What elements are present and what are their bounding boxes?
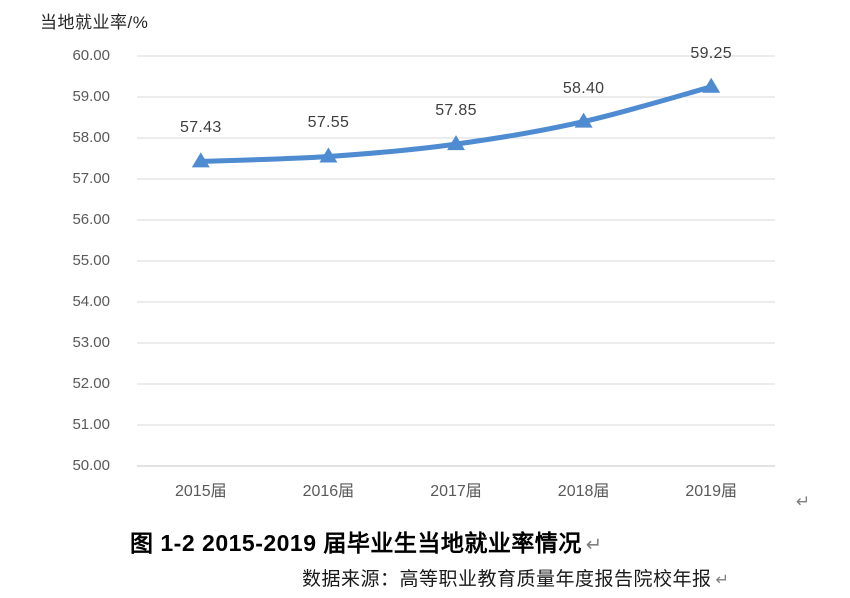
y-tick-label: 54.00 [72,293,110,310]
figure-caption-text: 图 1-2 2015-2019 届毕业生当地就业率情况 [130,530,582,556]
line-chart [137,55,775,467]
paragraph-mark-icon: ↵ [585,533,603,556]
paragraph-mark-icon: ↵ [715,570,730,589]
data-label: 57.43 [180,119,222,137]
data-source-note: 数据来源：高等职业教育质量年度报告院校年报 ↵ [302,564,730,591]
y-tick-label: 57.00 [72,170,110,187]
x-tick-label: 2018届 [557,483,610,500]
x-tick-label: 2017届 [430,483,482,500]
series-line [198,84,714,164]
y-axis-title: 当地就业率/% [40,13,149,32]
data-label: 57.85 [435,102,477,120]
figure-caption: 图 1-2 2015-2019 届毕业生当地就业率情况 ↵ [130,524,603,558]
y-tick-label: 58.00 [72,129,110,146]
paragraph-mark-icon: ↵ [796,492,811,512]
x-tick-label: 2015届 [174,483,227,500]
triangle-marker-icon [447,135,465,151]
y-tick-label: 56.00 [72,211,110,228]
data-label: 59.25 [690,44,732,62]
triangle-marker-icon [574,112,593,128]
triangle-marker-icon [319,147,338,163]
triangle-marker-icon [702,77,721,93]
y-tick-label: 59.00 [72,88,110,105]
y-tick-label: 51.00 [72,416,110,433]
y-tick-label: 60.00 [72,47,110,64]
x-tick-label: 2016届 [302,483,355,500]
y-tick-label: 53.00 [72,334,110,351]
y-tick-label: 55.00 [72,252,110,269]
y-tick-label: 50.00 [72,457,110,474]
data-source-text: 数据来源：高等职业教育质量年度报告院校年报 [302,569,712,590]
triangle-marker-icon [191,152,210,168]
y-tick-label: 52.00 [72,375,110,392]
y-axis-tick-labels: 60.00 59.00 58.00 57.00 56.00 55.00 54.00 53.00… [28,0,110,520]
data-label: 58.40 [562,79,605,97]
data-label: 57.55 [307,114,350,132]
x-tick-label: 2019届 [685,483,737,500]
